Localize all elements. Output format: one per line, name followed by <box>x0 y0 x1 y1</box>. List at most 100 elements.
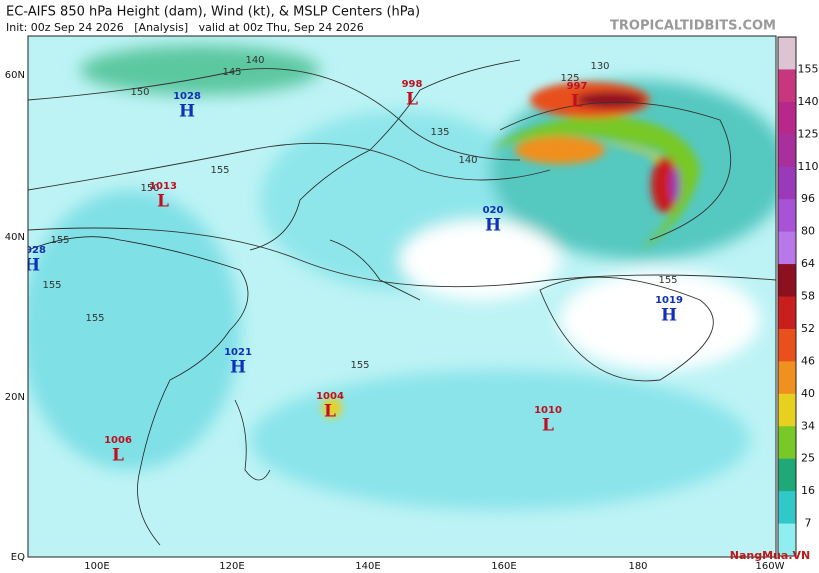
colorbar-segment <box>778 37 796 70</box>
contour <box>539 276 714 382</box>
colorbar-label: 64 <box>801 257 815 270</box>
center-value: 998 <box>402 79 423 90</box>
colorbar-label: 80 <box>801 225 815 238</box>
coastline <box>234 399 271 481</box>
colorbar-segment <box>778 361 796 395</box>
jet-core <box>670 167 680 203</box>
coastline <box>329 239 421 301</box>
longitude-label: 180 <box>628 561 647 572</box>
longitude-label: 160E <box>491 561 516 572</box>
colorbar-segment <box>778 523 796 557</box>
colorbar-segment <box>778 458 796 492</box>
colorbar-segment <box>778 231 796 265</box>
center-value: 997 <box>567 81 588 92</box>
calm-area <box>560 270 760 370</box>
center-value: 1010 <box>534 405 562 416</box>
contour-label: 140 <box>458 155 477 166</box>
center-value: 1028 <box>18 245 46 256</box>
contour-label: 125 <box>560 73 579 84</box>
center-value: 1021 <box>224 347 252 358</box>
title: EC-AIFS 850 hPa Height (dam), Wind (kt),… <box>6 5 420 20</box>
watermark: NangMua.VN <box>730 549 810 562</box>
center-value: 1006 <box>104 435 132 446</box>
colorbar-label: 46 <box>801 354 815 367</box>
contour-label: 155 <box>658 275 677 286</box>
contour-label: 155 <box>50 235 69 246</box>
latitude-label: 20N <box>5 392 25 403</box>
contour <box>28 68 521 161</box>
colorbar-label: 7 <box>805 517 812 530</box>
center-letter: L <box>324 402 336 422</box>
center-letter: L <box>571 92 583 112</box>
colorbar-segment <box>778 491 796 525</box>
jet-core <box>575 92 645 108</box>
center-value: 1028 <box>173 91 201 102</box>
colorbar-label: 96 <box>801 192 815 205</box>
calm-area <box>400 220 560 300</box>
colorbar-label: 58 <box>801 290 815 303</box>
colorbar-label: 140 <box>798 95 819 108</box>
colorbar-segment <box>778 296 796 330</box>
wind-blob <box>250 370 750 510</box>
colorbar-segment <box>778 166 796 200</box>
latitude-label: 40N <box>5 232 25 243</box>
colorbar-label: 34 <box>801 419 815 432</box>
colorbar-segment <box>778 264 796 297</box>
contour-label: 150 <box>140 183 159 194</box>
colorbar-segment <box>778 393 796 427</box>
colorbar-label: 110 <box>798 160 819 173</box>
contour-label: 140 <box>245 55 264 66</box>
colorbar-label: 52 <box>801 322 815 335</box>
center-letter: H <box>24 256 40 276</box>
center-letter: H <box>230 358 246 378</box>
subtitle: Init: 00z Sep 24 2026 [Analysis] valid a… <box>6 21 364 34</box>
latitude-label: 60N <box>5 70 25 81</box>
colorbar-label: 155 <box>798 62 819 75</box>
colorbar-frame <box>777 36 797 557</box>
wind-blob <box>80 45 320 95</box>
colorbar-segment <box>778 328 796 362</box>
center-letter: L <box>157 192 169 212</box>
jet-stream <box>322 82 700 418</box>
map-area: 155 150 145 140 135 130 125 155 155 155 150 140 155 1… <box>18 36 776 557</box>
center-letter: L <box>112 446 124 466</box>
center-letter: H <box>485 216 501 236</box>
center-letter: L <box>406 90 418 110</box>
contour-label: 150 <box>130 87 149 98</box>
center-value: 1019 <box>655 295 683 306</box>
contour <box>499 101 732 241</box>
wind-field <box>28 45 776 510</box>
colorbar-label: 25 <box>801 452 815 465</box>
center-letter: H <box>179 102 195 122</box>
colorbar-label: 16 <box>801 484 815 497</box>
wind-blob <box>28 190 240 470</box>
storm-core <box>322 398 342 418</box>
center-letter: H <box>661 306 677 326</box>
colorbar-segment <box>778 426 796 460</box>
contour-label: 135 <box>430 127 449 138</box>
contour-label: 155 <box>210 165 229 176</box>
contour-label: 155 <box>42 280 61 291</box>
colorbar-label: 40 <box>801 387 815 400</box>
contour-label: 155 <box>85 313 104 324</box>
map-frame <box>27 35 777 558</box>
coastline <box>28 236 249 546</box>
jet-core <box>515 136 605 164</box>
latitude-label: EQ <box>11 552 25 563</box>
colorbar-segment <box>778 199 796 233</box>
longitude-label: 140E <box>355 561 380 572</box>
contour-label: 155 <box>350 360 369 371</box>
contour <box>28 142 551 191</box>
contour-label: 130 <box>590 61 609 72</box>
colorbar-segment <box>778 101 796 135</box>
longitude-label: 120E <box>219 561 244 572</box>
contour-label: 145 <box>222 67 241 78</box>
colorbar-label: 125 <box>798 127 819 140</box>
site-credit: TROPICALTIDBITS.COM <box>610 19 776 34</box>
center-value: 1004 <box>316 391 344 402</box>
longitude-label: 100E <box>84 561 109 572</box>
center-value: 1013 <box>149 181 177 192</box>
center-letter: L <box>542 416 554 436</box>
map-labels: 155 150 145 140 135 130 125 155 155 155 150 140 155 1… <box>18 55 683 466</box>
